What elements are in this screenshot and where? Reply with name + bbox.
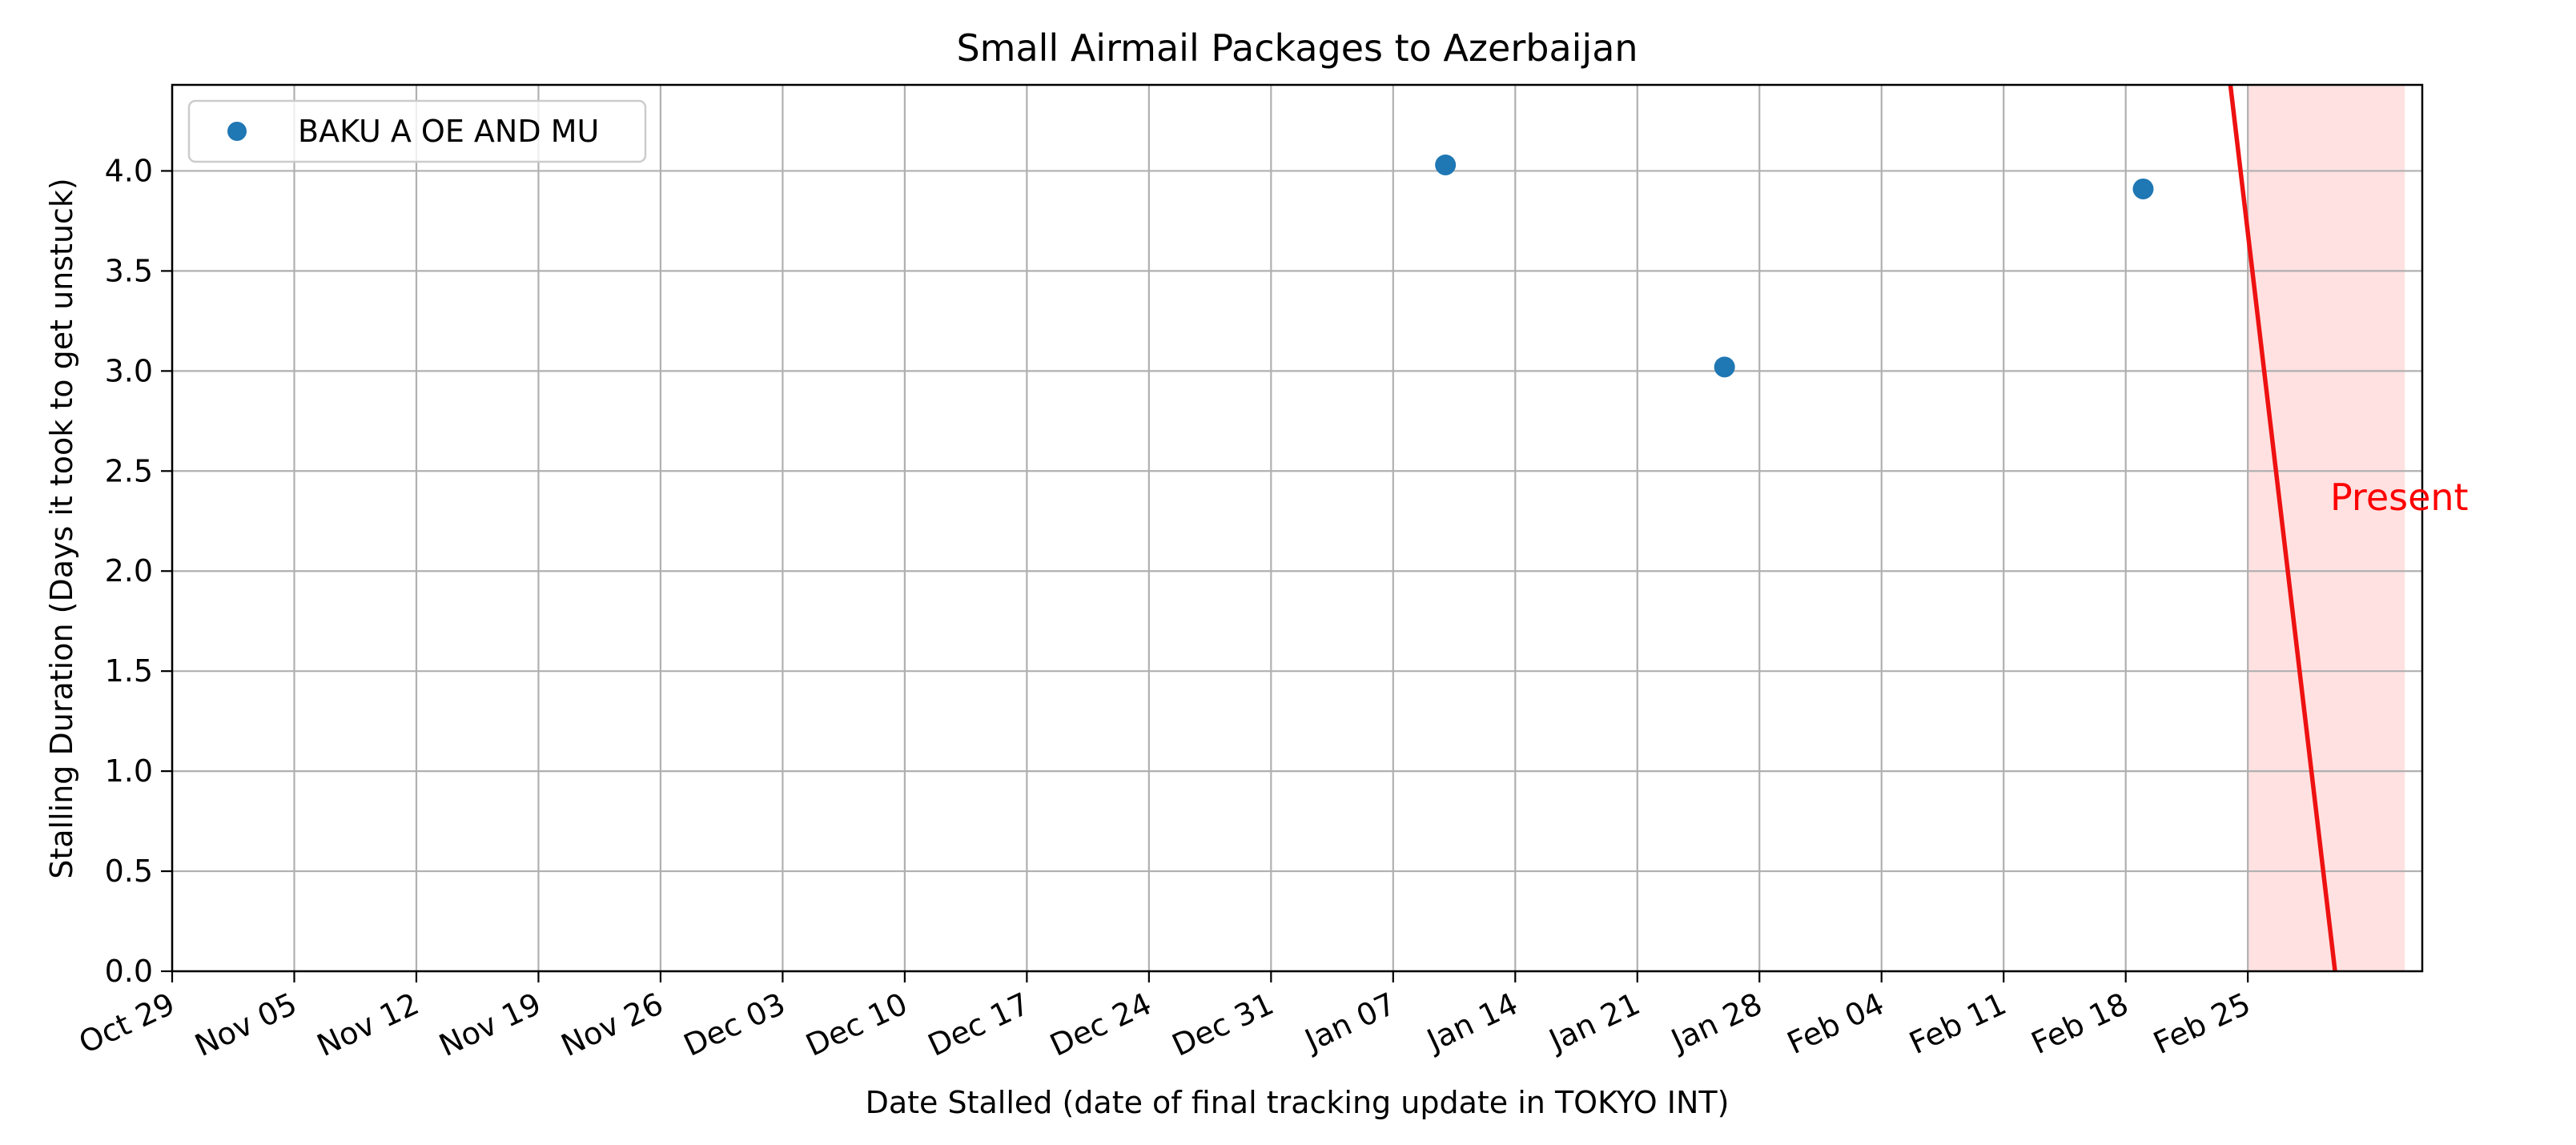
legend-marker bbox=[227, 122, 247, 141]
present-annotation: Present bbox=[2330, 476, 2469, 519]
x-tick-label: Nov 19 bbox=[434, 986, 547, 1063]
data-point bbox=[1435, 154, 1457, 175]
y-tick-label: 1.0 bbox=[105, 753, 153, 789]
present-line bbox=[2228, 84, 2337, 972]
legend-box bbox=[187, 99, 647, 163]
chart-title: Small Airmail Packages to Azerbaijan bbox=[956, 26, 1638, 70]
x-tick-label: Feb 25 bbox=[2148, 986, 2256, 1061]
x-tick-label: Dec 03 bbox=[678, 986, 790, 1063]
y-axis-label: Stalling Duration (Days it took to get u… bbox=[44, 178, 79, 879]
present-shade bbox=[2248, 85, 2405, 971]
x-tick-label: Dec 31 bbox=[1167, 986, 1279, 1063]
x-tick-label: Feb 04 bbox=[1782, 986, 1889, 1061]
x-tick-label: Jan 07 bbox=[1298, 986, 1401, 1059]
x-tick-label: Jan 14 bbox=[1421, 986, 1523, 1059]
data-point bbox=[1714, 356, 1735, 378]
y-tick-label: 4.0 bbox=[105, 153, 153, 188]
x-tick-label: Nov 26 bbox=[556, 986, 669, 1063]
y-tick-label: 1.5 bbox=[105, 653, 153, 689]
x-tick-label: Feb 18 bbox=[2026, 986, 2133, 1061]
x-tick-label: Dec 17 bbox=[922, 986, 1035, 1063]
x-tick-label: Oct 29 bbox=[74, 986, 180, 1060]
y-tick-label: 2.5 bbox=[105, 453, 153, 488]
y-tick-label: 0.5 bbox=[105, 854, 153, 889]
x-axis-label: Date Stalled (date of final tracking upd… bbox=[866, 1085, 1730, 1120]
x-tick-label: Dec 10 bbox=[801, 986, 913, 1063]
x-tick-label: Jan 21 bbox=[1542, 986, 1645, 1059]
y-tick-label: 2.0 bbox=[105, 553, 153, 589]
plot-frame bbox=[171, 83, 2424, 973]
legend: BAKU A OE AND MU bbox=[187, 99, 647, 163]
x-tick-label: Nov 12 bbox=[311, 986, 424, 1063]
y-tick-label: 0.0 bbox=[105, 954, 153, 989]
present-shade-layer bbox=[2248, 85, 2405, 971]
present-line-layer bbox=[2228, 84, 2337, 972]
grid-layer bbox=[171, 85, 2422, 973]
points-layer bbox=[1435, 154, 2154, 378]
legend-entry-label: BAKU A OE AND MU bbox=[298, 114, 599, 149]
x-tick-label: Dec 24 bbox=[1045, 986, 1157, 1063]
x-tick-label: Nov 05 bbox=[190, 986, 303, 1063]
y-tick-label: 3.5 bbox=[105, 253, 153, 288]
x-tick-label: Feb 11 bbox=[1904, 986, 2011, 1061]
x-tick-label: Jan 28 bbox=[1665, 986, 1767, 1059]
y-tick-label: 3.0 bbox=[105, 353, 153, 388]
ticks-layer: Oct 29 Nov 05 Nov 12 Nov 19 Nov 26 Dec 03 Dec … bbox=[74, 153, 2256, 1063]
data-point bbox=[2132, 178, 2154, 199]
